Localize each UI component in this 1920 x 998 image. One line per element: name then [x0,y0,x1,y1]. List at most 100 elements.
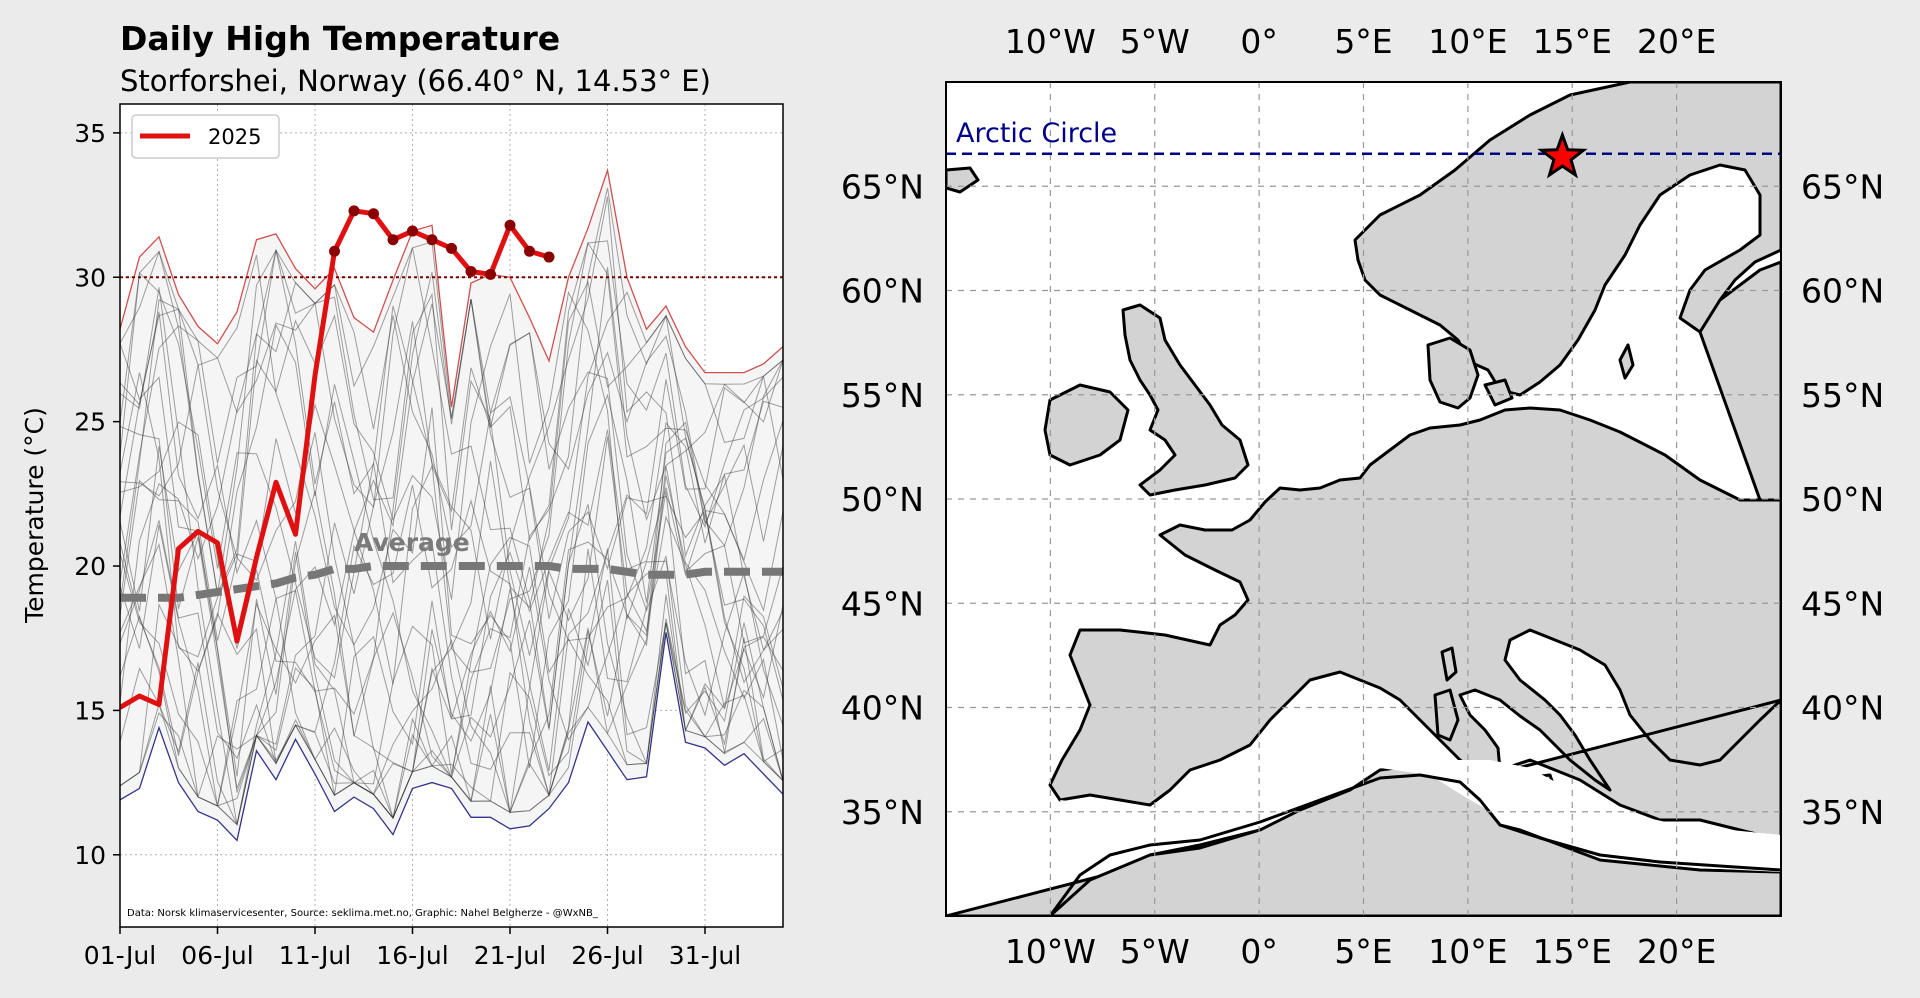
historical-lines [120,187,783,827]
historical-year-line [120,267,783,819]
historical-year-line [120,520,783,797]
series-2025-point [426,234,438,246]
credit-text: Data: Norsk klimaservicesenter, Source: … [127,908,599,919]
historical-year-line [120,271,783,826]
average-label: Average [354,528,470,557]
temperature-chart: Daily High Temperature Storforshei, Norw… [20,19,784,970]
x-tick-label: 26-Jul [571,941,643,970]
historical-year-line [120,323,783,781]
legend-box [131,114,280,159]
series-2025-point [387,234,399,246]
longitude-label-top: 10°W [1005,22,1096,61]
map-frame [945,81,1782,917]
latitude-label-left: 50°N [841,480,924,519]
y-tick-label: 35 [74,119,106,148]
plot-frame [119,103,784,928]
latitude-label-right: 65°N [1801,167,1884,206]
historical-year-line [120,429,783,827]
historical-year-line [120,280,783,795]
historical-year-line [120,475,783,814]
longitude-label-bottom: 15°E [1533,932,1612,971]
series-2025-point [524,245,535,257]
historical-year-line [120,196,783,652]
longitude-label-top: 15°E [1533,22,1612,61]
historical-year-line [120,247,783,766]
land-jutland [1426,336,1480,410]
axes: 01-Jul 06-Jul 11-Jul 16-Jul 21-Jul 26-Jul 31-J… [74,119,741,970]
historical-year-line [120,248,783,642]
land-corsica [1440,646,1458,682]
longitude-label-bottom: 10°W [1005,932,1096,971]
max-line [120,167,783,408]
latitude-label-left: 45°N [841,584,924,623]
y-tick-label: 15 [74,696,106,725]
land-sjaelland [1483,378,1514,407]
series-2025-point [504,219,516,231]
longitude-label-top: 5°W [1120,22,1190,61]
land-ireland [1043,383,1130,467]
legend-label-2025: 2025 [208,125,261,149]
range-band [120,170,783,841]
latitude-label-right: 40°N [1801,689,1884,728]
series-2025-point [329,245,340,257]
land-gotland [1618,343,1635,380]
latitude-label-right: 45°N [1801,584,1884,623]
x-tick-label: 01-Jul [84,941,156,970]
land-north-africa-sea-gap [1060,760,1781,872]
x-tick-label: 21-Jul [474,941,546,970]
europe-map: Arctic Circle 10°W10°W5°W5°W0°0°5°E5°E10… [841,22,1884,971]
historical-year-line [120,299,783,793]
historical-year-line [120,436,783,819]
latitude-label-right: 55°N [1801,376,1884,415]
longitude-label-bottom: 5°E [1334,932,1392,971]
min-line [120,632,783,842]
latitude-label-right: 60°N [1801,272,1884,311]
historical-year-line [120,359,783,807]
series-2025-points [329,205,555,280]
longitude-label-top: 0° [1240,22,1278,61]
x-tick-label: 31-Jul [669,941,741,970]
latitude-label-right: 35°N [1801,793,1884,832]
latitude-label-left: 65°N [841,167,924,206]
chart-title: Daily High Temperature [120,19,560,58]
historical-year-line [120,254,783,769]
y-axis-label: Temperature (°C) [20,407,49,624]
historical-year-line [120,271,783,797]
historical-year-line [120,241,783,826]
arctic-circle-label: Arctic Circle [956,118,1117,149]
historical-year-line [120,287,783,825]
longitude-label-top: 20°E [1637,22,1716,61]
y-tick-label: 10 [74,841,106,870]
historical-year-line [120,579,783,820]
average-line [120,562,783,602]
series-2025-point [485,268,496,280]
x-tick-label: 06-Jul [181,941,253,970]
series-2025-point [465,265,477,277]
location-star-marker [1537,130,1588,179]
historical-year-line [120,249,783,656]
longitude-label-top: 5°E [1334,22,1392,61]
land-africa-coast [1048,773,1781,916]
y-tick-label: 25 [74,408,106,437]
historical-year-line [120,359,783,815]
longitude-label-bottom: 10°E [1428,932,1507,971]
longitude-label-bottom: 20°E [1637,932,1716,971]
latitude-label-left: 40°N [841,689,924,728]
latitude-label-left: 55°N [841,376,924,415]
y-tick-label: 20 [74,552,106,581]
series-2025-point [368,208,379,220]
land-iceland-edge [946,166,980,194]
historical-year-line [120,290,783,726]
chart-subtitle: Storforshei, Norway (66.40° N, 14.53° E) [120,64,711,98]
y-tick-label: 30 [74,263,106,292]
series-2025-point [348,205,360,217]
series-2025-point [543,251,555,263]
historical-year-line [120,240,783,685]
series-2025-point [446,242,457,254]
legend: 2025 [131,114,280,159]
historical-year-line [120,241,783,782]
series-2025-point [407,225,418,237]
latitude-label-left: 35°N [841,793,924,832]
longitude-label-bottom: 5°W [1120,932,1190,971]
historical-year-line [120,187,783,789]
